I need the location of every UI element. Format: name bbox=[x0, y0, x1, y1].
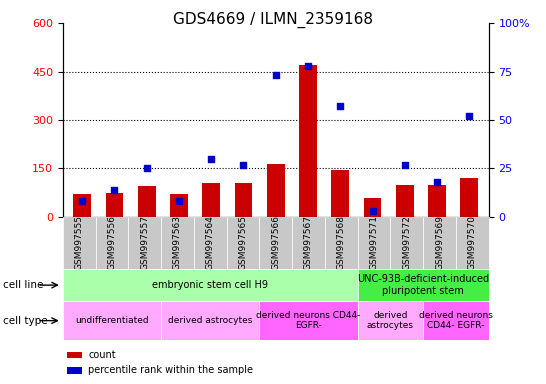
Point bbox=[400, 162, 409, 168]
Text: GSM997557: GSM997557 bbox=[140, 215, 149, 270]
Bar bbox=[331, 170, 349, 217]
Bar bbox=[428, 185, 446, 217]
Point bbox=[110, 187, 119, 193]
Bar bbox=[325, 217, 358, 269]
Text: GSM997563: GSM997563 bbox=[173, 215, 182, 270]
Bar bbox=[170, 194, 188, 217]
Text: cell line: cell line bbox=[3, 280, 43, 290]
Bar bbox=[358, 301, 423, 340]
Text: undifferentiated: undifferentiated bbox=[75, 316, 149, 325]
Bar bbox=[128, 217, 161, 269]
Bar bbox=[138, 186, 156, 217]
Bar bbox=[227, 217, 259, 269]
Bar bbox=[456, 217, 489, 269]
Text: GSM997571: GSM997571 bbox=[370, 215, 378, 270]
Bar bbox=[390, 217, 423, 269]
Text: GSM997564: GSM997564 bbox=[206, 215, 215, 270]
Bar bbox=[358, 217, 390, 269]
Bar bbox=[67, 352, 82, 358]
Bar bbox=[267, 164, 284, 217]
Text: GSM997565: GSM997565 bbox=[239, 215, 247, 270]
Bar bbox=[423, 301, 489, 340]
Bar bbox=[423, 217, 456, 269]
Bar bbox=[63, 301, 161, 340]
Text: GSM997555: GSM997555 bbox=[75, 215, 84, 270]
Bar bbox=[364, 198, 382, 217]
Bar bbox=[161, 217, 194, 269]
Text: derived neurons CD44-
EGFR-: derived neurons CD44- EGFR- bbox=[256, 311, 361, 330]
Text: embryonic stem cell H9: embryonic stem cell H9 bbox=[152, 280, 268, 290]
Bar bbox=[73, 194, 91, 217]
Text: percentile rank within the sample: percentile rank within the sample bbox=[88, 366, 253, 376]
Text: GSM997566: GSM997566 bbox=[271, 215, 280, 270]
Bar bbox=[396, 185, 414, 217]
Text: UNC-93B-deficient-induced
pluripotent stem: UNC-93B-deficient-induced pluripotent st… bbox=[357, 274, 489, 296]
Bar bbox=[299, 65, 317, 217]
Bar bbox=[235, 183, 252, 217]
Point bbox=[368, 208, 377, 214]
Point bbox=[207, 156, 216, 162]
Point bbox=[432, 179, 441, 185]
Text: GSM997567: GSM997567 bbox=[304, 215, 313, 270]
Point bbox=[465, 113, 474, 119]
Bar bbox=[67, 367, 82, 374]
Point bbox=[78, 199, 86, 205]
Text: GSM997569: GSM997569 bbox=[435, 215, 444, 270]
Bar bbox=[161, 301, 259, 340]
Text: GSM997570: GSM997570 bbox=[468, 215, 477, 270]
Bar bbox=[194, 217, 227, 269]
Point bbox=[175, 199, 183, 205]
Point bbox=[271, 72, 280, 78]
Point bbox=[143, 166, 151, 172]
Text: cell type: cell type bbox=[3, 316, 48, 326]
Bar bbox=[105, 193, 123, 217]
Text: derived
astrocytes: derived astrocytes bbox=[367, 311, 414, 330]
Text: derived neurons
CD44- EGFR-: derived neurons CD44- EGFR- bbox=[419, 311, 493, 330]
Point bbox=[336, 103, 345, 109]
Bar bbox=[63, 217, 96, 269]
Point bbox=[239, 162, 248, 168]
Bar bbox=[203, 183, 220, 217]
Bar bbox=[63, 269, 358, 301]
Bar bbox=[96, 217, 128, 269]
Text: GSM997572: GSM997572 bbox=[402, 215, 411, 270]
Bar bbox=[358, 269, 489, 301]
Point bbox=[304, 63, 312, 69]
Text: GSM997556: GSM997556 bbox=[108, 215, 116, 270]
Bar bbox=[259, 301, 358, 340]
Bar bbox=[460, 178, 478, 217]
Text: GDS4669 / ILMN_2359168: GDS4669 / ILMN_2359168 bbox=[173, 12, 373, 28]
Bar bbox=[292, 217, 325, 269]
Bar bbox=[259, 217, 292, 269]
Text: count: count bbox=[88, 350, 116, 360]
Text: GSM997568: GSM997568 bbox=[337, 215, 346, 270]
Text: derived astrocytes: derived astrocytes bbox=[168, 316, 252, 325]
